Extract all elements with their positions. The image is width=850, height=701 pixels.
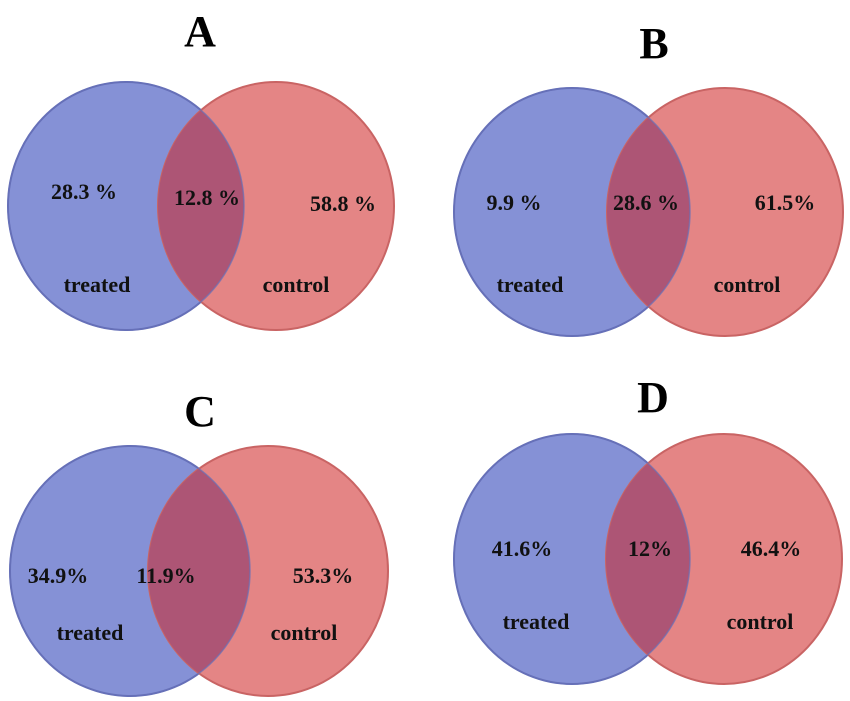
control-only-value: 61.5%: [755, 190, 816, 215]
control-only-value: 53.3%: [293, 563, 354, 588]
overlap-value: 11.9%: [136, 563, 195, 588]
treated-label: treated: [57, 620, 124, 645]
panel-title: C: [184, 387, 216, 436]
treated-label: treated: [503, 609, 570, 634]
overlap-region: [148, 446, 250, 696]
panel-title: A: [184, 7, 216, 56]
control-label: control: [727, 609, 794, 634]
overlap-value: 28.6 %: [613, 190, 679, 215]
overlap-region: [158, 82, 244, 330]
venn-panel-a: A 28.3 % 12.8 % 58.8 % treated control: [7, 7, 395, 331]
control-label: control: [714, 272, 781, 297]
overlap-value: 12.8 %: [174, 185, 240, 210]
overlap-region: [607, 88, 690, 336]
treated-label: treated: [497, 272, 564, 297]
treated-label: treated: [64, 272, 131, 297]
overlap-value: 12%: [628, 536, 672, 561]
venn-panel-c: C 34.9% 11.9% 53.3% treated control: [9, 387, 389, 697]
control-only-value: 46.4%: [741, 536, 802, 561]
panel-title: B: [639, 19, 668, 68]
control-only-value: 58.8 %: [310, 191, 376, 216]
control-label: control: [263, 272, 330, 297]
control-label: control: [271, 620, 338, 645]
treated-only-value: 34.9%: [28, 563, 89, 588]
venn-panel-d: D 41.6% 12% 46.4% treated control: [453, 373, 843, 685]
treated-only-value: 41.6%: [492, 536, 553, 561]
venn-panel-b: B 9.9 % 28.6 % 61.5% treated control: [453, 19, 844, 337]
overlap-region: [606, 434, 690, 684]
panel-title: D: [637, 373, 669, 422]
treated-only-value: 28.3 %: [51, 179, 117, 204]
treated-only-value: 9.9 %: [487, 190, 542, 215]
